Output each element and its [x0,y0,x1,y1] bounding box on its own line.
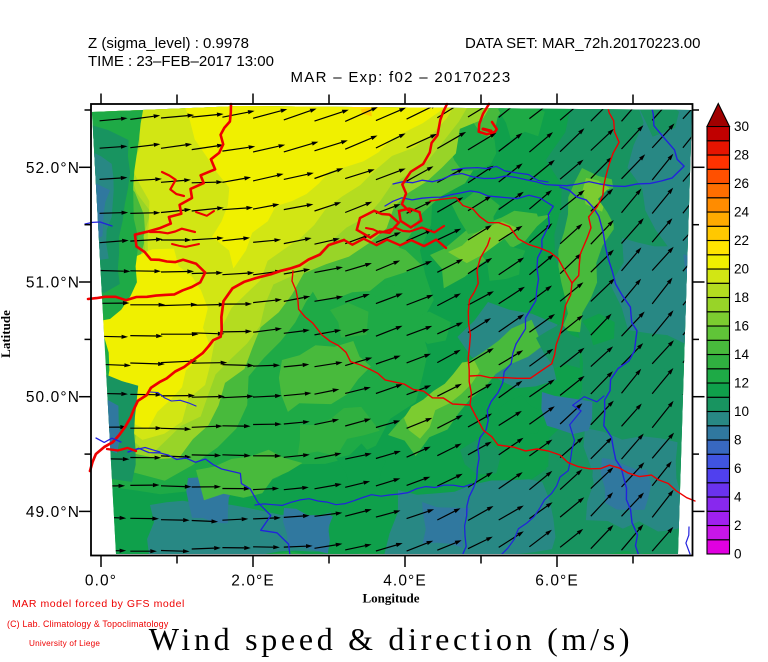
svg-text:30: 30 [734,119,749,134]
svg-text:50.0°N: 50.0°N [26,389,80,406]
svg-text:22: 22 [734,233,749,248]
svg-text:24: 24 [734,205,750,220]
svg-text:Longitude: Longitude [362,591,419,606]
svg-text:20: 20 [734,262,749,277]
svg-text:6.0°E: 6.0°E [535,573,579,590]
svg-text:MAR model forced by GFS model: MAR model forced by GFS model [12,598,185,610]
svg-text:0: 0 [734,547,742,562]
svg-text:2.0°E: 2.0°E [231,573,275,590]
svg-text:DATA SET: MAR_72h.20170223.00: DATA SET: MAR_72h.20170223.00 [465,35,700,52]
svg-text:14: 14 [734,347,750,362]
svg-text:12: 12 [734,376,749,391]
svg-text:University of Liege: University of Liege [29,639,100,648]
svg-text:2: 2 [734,518,742,533]
svg-text:10: 10 [734,404,749,419]
svg-text:4: 4 [734,490,742,505]
svg-text:28: 28 [734,148,749,163]
svg-text:Z (sigma_level) : 0.9978: Z (sigma_level) : 0.9978 [88,35,249,52]
svg-text:49.0°N: 49.0°N [26,504,80,521]
svg-text:MAR – Exp: f02 – 20170223: MAR – Exp: f02 – 20170223 [291,69,512,86]
svg-text:6: 6 [734,461,742,476]
svg-text:0.0°: 0.0° [85,573,117,590]
svg-text:Latitude: Latitude [0,310,13,358]
svg-text:TIME : 23–FEB–2017 13:00: TIME : 23–FEB–2017 13:00 [88,53,274,70]
svg-text:Wind speed & direction (m/s): Wind speed & direction (m/s) [149,621,633,657]
svg-text:18: 18 [734,290,749,305]
svg-text:8: 8 [734,433,742,448]
svg-text:51.0°N: 51.0°N [26,275,80,292]
svg-text:26: 26 [734,176,749,191]
svg-text:52.0°N: 52.0°N [26,160,80,177]
svg-text:(C) Lab. Climatology & Topocli: (C) Lab. Climatology & Topoclimatology [7,619,169,629]
svg-text:4.0°E: 4.0°E [383,573,427,590]
svg-text:16: 16 [734,319,749,334]
